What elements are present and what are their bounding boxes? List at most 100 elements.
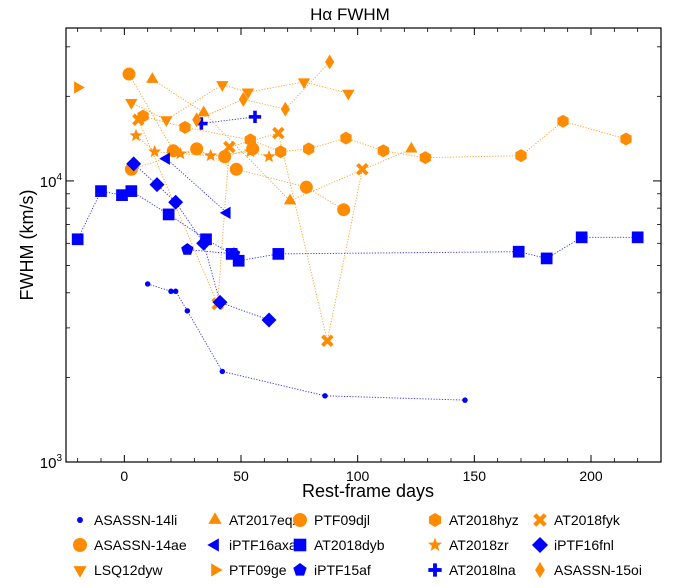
point-at2018dyb-3 bbox=[125, 185, 138, 197]
series-line-iptf15af bbox=[187, 249, 235, 255]
point-at2017eqx-2 bbox=[283, 193, 297, 205]
legend-label-iptf16fnl: iPTF16fnl bbox=[554, 537, 614, 553]
legend-label-iptf15af: iPTF15af bbox=[314, 562, 371, 578]
point-asassn-14ae-0 bbox=[122, 67, 136, 81]
point-at2018hyz-4 bbox=[303, 142, 315, 156]
point-at2018dyb-0 bbox=[71, 233, 84, 246]
legend-marker-ptf09djl bbox=[293, 513, 307, 527]
plot-lines bbox=[77, 61, 638, 401]
legend-marker-at2018lna bbox=[428, 563, 442, 577]
point-at2018hyz-9 bbox=[557, 114, 569, 128]
point-iptf16fnl-1 bbox=[149, 177, 165, 193]
x-tick-label-100: 100 bbox=[346, 468, 370, 484]
legend-marker-lsq12dyw bbox=[73, 566, 87, 578]
point-at2018dyb-9 bbox=[512, 245, 525, 258]
series-line-asassn-14ae bbox=[128, 73, 253, 158]
legend-marker-iptf16fnl bbox=[531, 536, 549, 554]
legend-label-ptf09djl: PTF09djl bbox=[314, 512, 370, 528]
point-at2018fyk-2 bbox=[223, 140, 236, 154]
point-iptf16fnl-5 bbox=[261, 312, 277, 328]
series-line-asassn-15oi bbox=[196, 61, 330, 121]
x-axis-label: Rest-frame days bbox=[302, 481, 434, 501]
point-lsq12dyw-4 bbox=[297, 78, 311, 90]
point-asassn-14li-5 bbox=[322, 393, 328, 399]
legend-marker-at2018hyz bbox=[428, 513, 442, 527]
point-at2018hyz-8 bbox=[515, 149, 527, 163]
point-at2018zr-2 bbox=[173, 146, 187, 160]
point-at2018dyb-7 bbox=[232, 254, 245, 267]
point-lsq12dyw-2 bbox=[216, 81, 229, 92]
point-at2018hyz-10 bbox=[620, 132, 632, 146]
point-at2018fyk-5 bbox=[356, 163, 369, 176]
series-line-lsq12dyw bbox=[131, 81, 349, 121]
legend-marker-ptf09ge bbox=[211, 563, 223, 577]
legend-marker-at2018fyk bbox=[533, 513, 547, 527]
point-asassn-14ae-2 bbox=[218, 150, 232, 164]
point-at2018dyb-11 bbox=[575, 231, 588, 244]
y-tick-label-3: 103 bbox=[40, 453, 63, 472]
legend-marker-asassn-14ae bbox=[73, 538, 87, 552]
point-iptf16fnl-2 bbox=[168, 194, 184, 210]
x-tick-label-150: 150 bbox=[463, 468, 487, 484]
point-at2018dyb-4 bbox=[162, 208, 175, 221]
point-ptf09djl-1 bbox=[190, 142, 204, 156]
point-at2018fyk-0 bbox=[132, 113, 145, 127]
legend-marker-asassn-15oi bbox=[535, 561, 545, 579]
legend-marker-at2018zr bbox=[428, 537, 442, 551]
point-at2018lna-1 bbox=[248, 110, 262, 124]
legend: ASASSN-14li AT2017eqx PTF09djl AT2018hyz AT2… bbox=[73, 512, 642, 579]
point-iptf16fnl-3 bbox=[196, 235, 212, 251]
legend-label-at2018zr: AT2018zr bbox=[449, 537, 509, 553]
chart-title: Hα FWHM bbox=[310, 5, 390, 24]
y-axis-label: FWHM (km/s) bbox=[17, 190, 37, 301]
legend-label-at2018hyz: AT2018hyz bbox=[449, 512, 519, 528]
point-at2018hyz-1 bbox=[179, 120, 191, 134]
point-asassn-15oi-2 bbox=[280, 101, 290, 117]
point-iptf16axa-1 bbox=[219, 206, 231, 220]
point-iptf15af-1 bbox=[227, 247, 241, 260]
point-asassn-14li-1 bbox=[168, 288, 174, 294]
legend-marker-at2018dyb bbox=[293, 538, 307, 552]
point-asassn-14li-6 bbox=[462, 397, 468, 403]
point-at2018dyb-8 bbox=[272, 248, 285, 260]
series-line-at2018lna bbox=[201, 116, 256, 124]
plot-markers bbox=[71, 54, 644, 403]
series-line-asassn-14li bbox=[147, 283, 466, 401]
legend-label-at2018dyb: AT2018dyb bbox=[314, 537, 385, 553]
point-ptf09djl-4 bbox=[337, 203, 351, 217]
point-at2018dyb-1 bbox=[95, 185, 107, 197]
point-at2018dyb-2 bbox=[116, 189, 128, 201]
y-tick-label-4: 104 bbox=[40, 172, 63, 191]
series-line-at2017eqx bbox=[152, 78, 412, 202]
point-lsq12dyw-3 bbox=[241, 88, 255, 100]
axis-ticks: 0 50 100 150 200 103 104 bbox=[40, 28, 661, 484]
point-at2018dyb-10 bbox=[540, 252, 553, 265]
point-at2018dyb-12 bbox=[631, 231, 644, 244]
x-tick-label-0: 0 bbox=[120, 468, 128, 484]
point-asassn-14ae-1 bbox=[166, 144, 180, 158]
legend-marker-at2017eqx bbox=[208, 512, 222, 524]
point-asassn-14li-0 bbox=[144, 281, 151, 287]
point-at2018hyz-7 bbox=[419, 151, 431, 165]
point-at2018zr-5 bbox=[262, 149, 276, 163]
point-ptf09ge-0 bbox=[74, 81, 85, 94]
point-at2018fyk-4 bbox=[321, 334, 334, 348]
series-line-at2018dyb bbox=[77, 190, 638, 262]
legend-label-ptf09ge: PTF09ge bbox=[229, 562, 287, 578]
point-asassn-14li-3 bbox=[184, 308, 191, 314]
point-at2018zr-1 bbox=[148, 144, 162, 158]
point-iptf16axa-0 bbox=[159, 152, 170, 165]
legend-label-at2017eqx: AT2017eqx bbox=[229, 512, 300, 528]
legend-label-at2018lna: AT2018lna bbox=[449, 562, 516, 578]
plot-frame bbox=[65, 27, 662, 463]
point-at2018zr-0 bbox=[129, 128, 143, 142]
point-ptf09djl-3 bbox=[299, 180, 313, 194]
point-at2018fyk-3 bbox=[272, 126, 285, 140]
series-line-iptf16axa bbox=[166, 158, 228, 214]
point-at2017eqx-1 bbox=[197, 105, 210, 117]
point-lsq12dyw-5 bbox=[342, 89, 355, 101]
point-asassn-15oi-3 bbox=[325, 54, 335, 70]
legend-label-at2018fyk: AT2018fyk bbox=[554, 512, 621, 528]
point-ptf09djl-2 bbox=[229, 162, 243, 176]
point-at2018hyz-5 bbox=[340, 131, 352, 145]
